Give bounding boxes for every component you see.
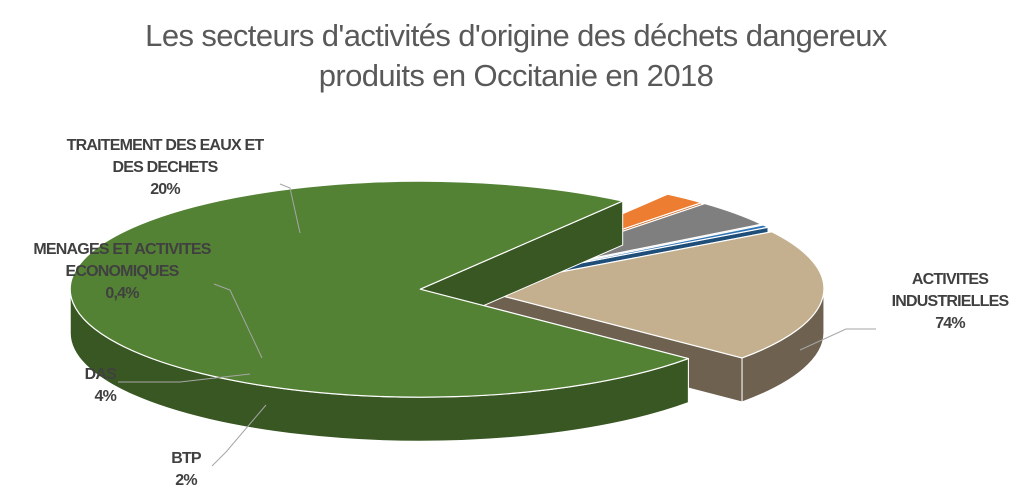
leader-line — [799, 328, 876, 351]
chart-title-line-2: produits en Occitanie en 2018 — [318, 58, 714, 93]
slice-percent-label: 4% — [94, 388, 116, 405]
slice-category-label: DAS — [85, 366, 118, 383]
chart-title-line-1: Les secteurs d'activités d'origine des d… — [145, 18, 887, 53]
data-labels: ACTIVITES INDUSTRIELLES 74% BTP 2% DAS 4% MENAG… — [33, 137, 1010, 489]
leader-line — [279, 183, 301, 234]
slice-percent-label: 74% — [935, 315, 965, 332]
slice-category-label: TRAITEMENT DES EAUX ET — [67, 137, 265, 154]
chart-title: Les secteurs d'activités d'origine des d… — [0, 16, 1032, 96]
pie-slice-top — [473, 231, 825, 359]
leader-line — [211, 404, 267, 467]
pie-slice — [69, 180, 689, 442]
slice-percent-label: 20% — [150, 181, 180, 198]
slice-category-label: BTP — [171, 450, 202, 467]
slice-category-label: MENAGES ET ACTIVITES — [33, 241, 211, 258]
pie-slice-top — [69, 180, 689, 398]
leader-line — [213, 283, 263, 359]
slice-percent-label: 2% — [175, 472, 197, 489]
pie-slices — [69, 180, 825, 442]
slice-category-label: ECONOMIQUES — [66, 263, 180, 280]
slice-category-label: INDUSTRIELLES — [892, 293, 1010, 310]
slice-category-label: DES DECHETS — [113, 159, 219, 176]
leader-line — [118, 373, 251, 383]
slice-category-label: ACTIVITES — [912, 271, 989, 288]
slice-percent-label: 0,4% — [105, 285, 139, 302]
